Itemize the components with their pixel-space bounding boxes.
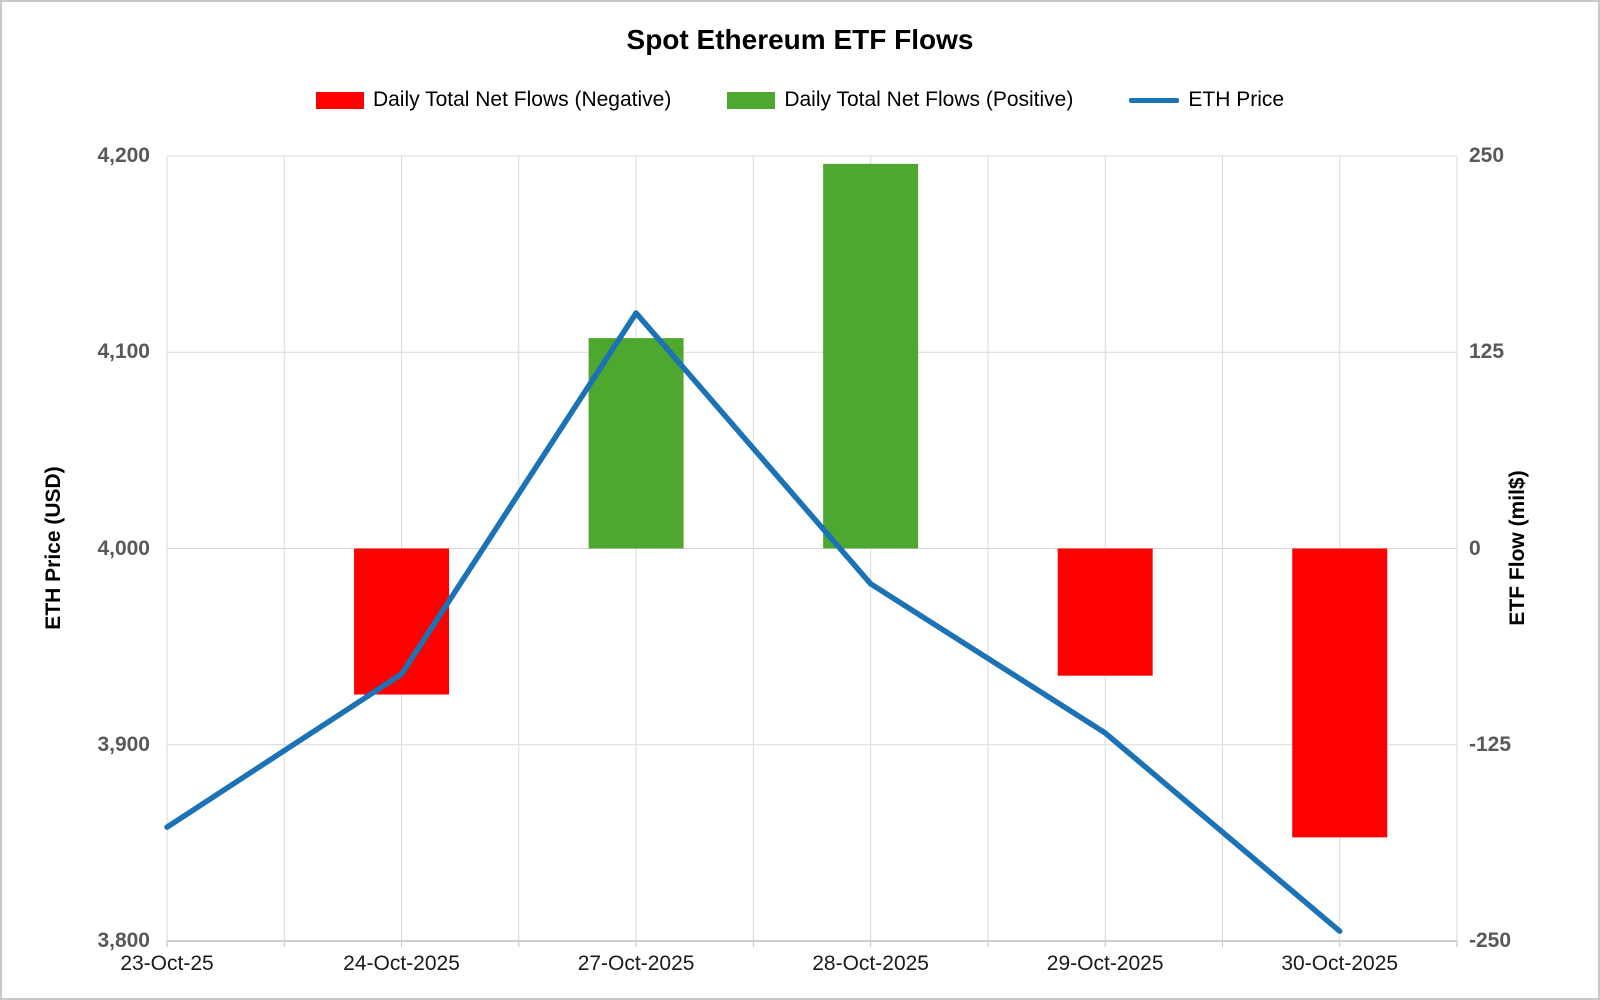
x-axis-category-label: 28-Oct-2025 bbox=[812, 952, 929, 975]
legend-item-positive-flows: Daily Total Net Flows (Positive) bbox=[727, 88, 1073, 112]
legend-label: Daily Total Net Flows (Positive) bbox=[784, 88, 1074, 111]
chart-canvas bbox=[164, 155, 1458, 947]
left-axis-tick-label: 3,900 bbox=[97, 732, 150, 756]
right-axis-tick-label: 125 bbox=[1469, 340, 1505, 364]
legend-label: ETH Price bbox=[1188, 88, 1285, 111]
legend-item-negative-flows: Daily Total Net Flows (Negative) bbox=[315, 88, 672, 112]
right-axis-tick-label: -250 bbox=[1469, 929, 1512, 952]
x-axis-category-label: 30-Oct-2025 bbox=[1281, 952, 1399, 975]
positive-flows-swatch-icon bbox=[727, 91, 776, 109]
legend: Daily Total Net Flows (Negative) Daily T… bbox=[2, 88, 1598, 112]
chart-title: Spot Ethereum ETF Flows bbox=[626, 24, 974, 55]
x-axis-category-label: 27-Oct-2025 bbox=[577, 952, 695, 975]
right-axis-tick-label: 250 bbox=[1469, 144, 1505, 167]
legend-item-eth-price: ETH Price bbox=[1129, 88, 1284, 112]
positive-flow-bar bbox=[823, 163, 919, 549]
positive-flow-bar bbox=[588, 338, 684, 549]
left-axis-tick-label: 4,100 bbox=[97, 340, 150, 364]
right-axis-title: ETF Flow (mil$) bbox=[1506, 470, 1529, 626]
x-axis-category-label: 24-Oct-2025 bbox=[343, 952, 460, 975]
negative-flow-bar bbox=[1057, 548, 1153, 676]
left-axis-tick-label: 4,200 bbox=[97, 144, 150, 167]
right-axis-tick-label: 0 bbox=[1469, 536, 1481, 560]
plot-area bbox=[164, 155, 1458, 947]
eth-price-line bbox=[164, 310, 1343, 934]
legend-label: Daily Total Net Flows (Negative) bbox=[372, 88, 672, 111]
x-axis-category-label: 29-Oct-2025 bbox=[1046, 952, 1164, 975]
eth-price-line-icon bbox=[1129, 97, 1180, 103]
left-axis-tick-label: 4,000 bbox=[97, 536, 150, 560]
negative-flow-bar bbox=[1292, 548, 1388, 838]
left-axis-tick-label: 3,800 bbox=[97, 929, 150, 952]
right-axis-tick-label: -125 bbox=[1469, 732, 1512, 756]
x-axis-category-label: 23-Oct-25 bbox=[120, 952, 214, 975]
negative-flows-swatch-icon bbox=[315, 91, 364, 109]
